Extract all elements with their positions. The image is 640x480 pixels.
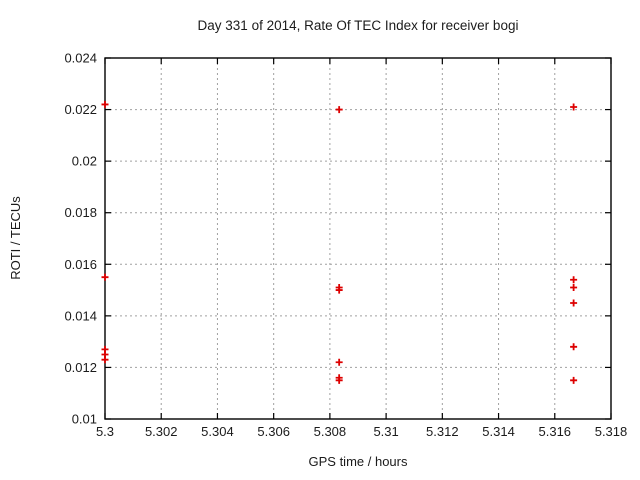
chart-title: Day 331 of 2014, Rate Of TEC Index for r…	[198, 18, 519, 33]
x-tick-label: 5.31	[373, 424, 398, 439]
y-tick-label: 0.012	[64, 360, 97, 375]
data-point-marker	[335, 106, 343, 114]
data-point-marker	[335, 358, 343, 366]
x-tick-label: 5.312	[426, 424, 459, 439]
y-tick-label: 0.024	[64, 51, 97, 66]
y-axis-label: ROTI / TECUs	[8, 196, 23, 280]
y-tick-label: 0.022	[64, 102, 97, 117]
data-point-marker	[101, 273, 109, 281]
x-tick-label: 5.308	[314, 424, 347, 439]
y-tick-label: 0.018	[64, 205, 97, 220]
x-tick-label: 5.304	[201, 424, 234, 439]
data-point-marker	[570, 299, 578, 307]
x-tick-label: 5.306	[257, 424, 290, 439]
data-point-marker	[335, 286, 343, 294]
y-tick-label: 0.016	[64, 257, 97, 272]
x-tick-label: 5.3	[96, 424, 114, 439]
x-tick-label: 5.316	[539, 424, 572, 439]
data-point-marker	[335, 376, 343, 384]
x-tick-label: 5.314	[482, 424, 515, 439]
data-point-marker	[101, 356, 109, 364]
y-tick-label: 0.014	[64, 308, 97, 323]
data-point-marker	[570, 276, 578, 284]
y-tick-label: 0.02	[72, 154, 97, 169]
plot-border	[104, 57, 612, 420]
data-point-marker	[570, 283, 578, 291]
x-axis-label: GPS time / hours	[309, 454, 408, 469]
x-tick-label: 5.302	[145, 424, 178, 439]
x-tick-label: 5.318	[595, 424, 628, 439]
y-tick-label: 0.01	[72, 412, 97, 427]
data-point-marker	[570, 103, 578, 111]
data-point-marker	[101, 100, 109, 108]
data-point-marker	[570, 343, 578, 351]
data-point-marker	[570, 376, 578, 384]
